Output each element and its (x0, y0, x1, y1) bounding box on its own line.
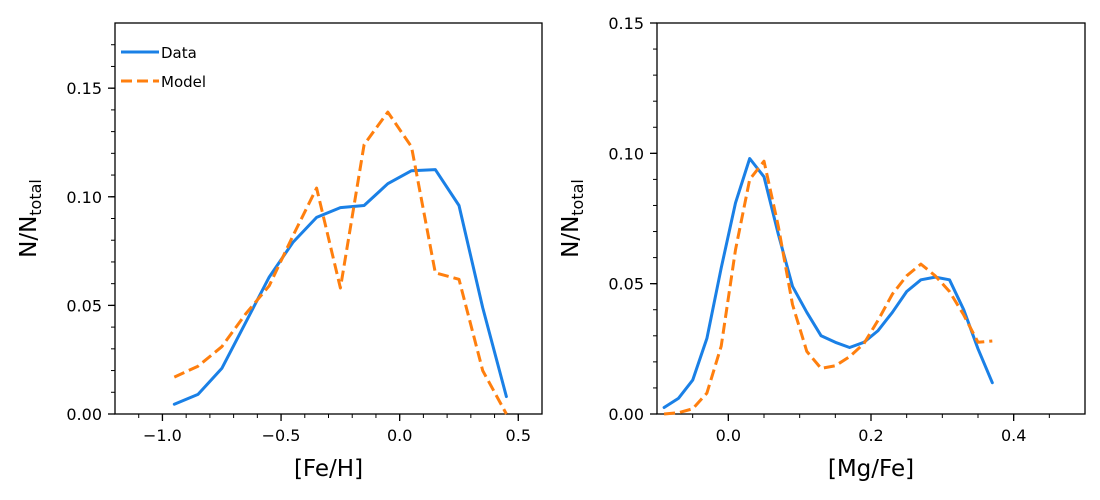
x-axis-label: [Fe/H] (294, 456, 363, 482)
y-tick-label: 0.05 (66, 296, 102, 315)
y-axis-label: N/Ntotal (558, 179, 587, 258)
x-tick-label: −1.0 (143, 426, 182, 445)
y-tick-label: 0.15 (66, 79, 102, 98)
y-axis-label-subscript: total (26, 179, 45, 216)
x-tick-label: 0.0 (716, 426, 741, 445)
series-line-data (172, 168, 508, 406)
y-axis-label-subscript: total (568, 179, 587, 216)
y-tick-label: 0.15 (608, 14, 644, 33)
y-axis-label: N/Ntotal (16, 179, 45, 258)
x-tick-label: 0.2 (858, 426, 883, 445)
axes-frame (656, 22, 1086, 415)
fe-h-panel: −1.0 −0.5 0.0 0.5 0.00 0.05 0.10 0.15 [Fe/H] N/Nt… (16, 22, 543, 482)
series-line-model (173, 110, 508, 415)
series-line-model (663, 159, 993, 416)
x-tick-label: −0.5 (262, 426, 301, 445)
y-tick-label: 0.10 (66, 188, 102, 207)
x-tick-label: 0.5 (506, 426, 531, 445)
x-tick-label: 0.0 (387, 426, 412, 445)
x-axis-label: [Mg/Fe] (828, 456, 914, 482)
y-tick-label: 0.05 (608, 275, 644, 294)
legend-label-model: Model (161, 73, 206, 91)
y-tick-label: 0.00 (66, 405, 102, 424)
legend-label-data: Data (161, 44, 197, 62)
y-axis-label-main: N/N (16, 216, 42, 258)
y-axis-label-main: N/N (558, 216, 584, 258)
mg-fe-panel: 0.0 0.2 0.4 0.00 0.05 0.10 0.15 [Mg/Fe] N/Ntotal (558, 14, 1086, 482)
y-tick-label: 0.00 (608, 405, 644, 424)
x-tick-label: 0.4 (1001, 426, 1026, 445)
y-tick-label: 0.10 (608, 144, 644, 163)
